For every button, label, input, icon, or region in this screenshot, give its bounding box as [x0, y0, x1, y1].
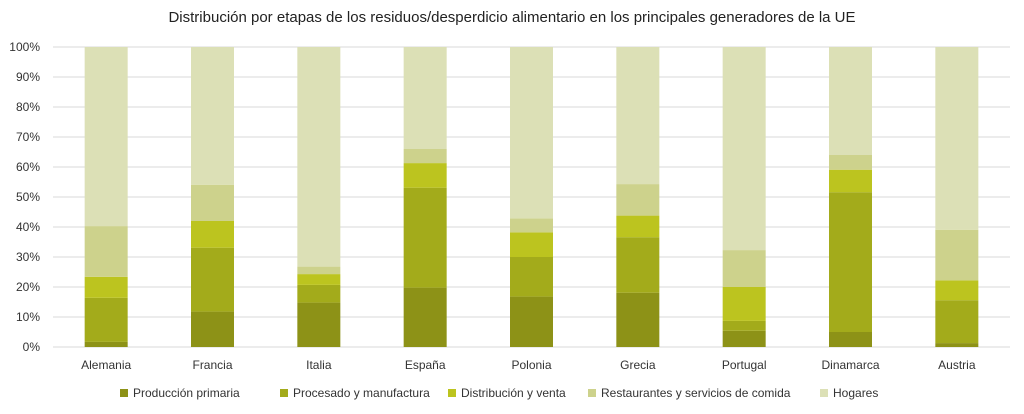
- x-category-label: Italia: [306, 358, 332, 372]
- bar-segment: [403, 287, 447, 347]
- bar-segment: [935, 343, 979, 347]
- bar-segment: [191, 311, 234, 347]
- bar-segment: [510, 218, 553, 233]
- legend-swatch: [120, 389, 128, 397]
- bar-segment: [935, 300, 979, 344]
- bar-stack: [297, 47, 341, 347]
- y-tick-label: 40%: [16, 220, 40, 234]
- bar-stack: [84, 47, 128, 347]
- legend-item: Procesado y manufactura: [280, 386, 430, 400]
- bar-segment: [829, 332, 872, 347]
- bar-segment: [616, 215, 660, 238]
- y-tick-label: 50%: [16, 190, 40, 204]
- bar-segment: [829, 47, 872, 155]
- bar-segment: [829, 192, 872, 332]
- legend-item: Hogares: [820, 386, 878, 400]
- bar-stack: [191, 47, 234, 347]
- bars: [84, 47, 979, 347]
- bar-segment: [297, 266, 341, 275]
- x-category-label: Alemania: [81, 358, 131, 372]
- bar-segment: [616, 292, 660, 347]
- bar-segment: [510, 257, 553, 297]
- bar-segment: [616, 237, 660, 293]
- x-axis-categories: Alemania Francia Italia España Polonia Grecia…: [81, 358, 976, 372]
- x-category-label: Grecia: [620, 358, 656, 372]
- bar-segment: [297, 302, 341, 347]
- bar-segment: [510, 296, 553, 347]
- bar-segment: [297, 284, 341, 303]
- x-category-label: Portugal: [722, 358, 767, 372]
- bar-stack: [935, 47, 979, 347]
- bar-segment: [722, 287, 766, 321]
- legend-label: Producción primaria: [133, 386, 240, 400]
- bar-segment: [616, 184, 660, 216]
- bar-segment: [403, 163, 447, 188]
- bar-segment: [829, 155, 872, 170]
- legend-label: Procesado y manufactura: [293, 386, 430, 400]
- y-tick-label: 0%: [23, 340, 41, 354]
- bar-segment: [722, 330, 766, 347]
- bar-segment: [84, 297, 128, 342]
- bar-stack: [510, 47, 553, 347]
- legend-item: Distribución y venta: [448, 386, 566, 400]
- bar-stack: [616, 47, 660, 347]
- x-category-label: Austria: [938, 358, 976, 372]
- bar-segment: [403, 149, 447, 164]
- legend-swatch: [820, 389, 828, 397]
- bar-stack: [829, 47, 872, 347]
- bar-segment: [403, 187, 447, 288]
- x-category-label: España: [405, 358, 446, 372]
- bar-segment: [510, 232, 553, 257]
- x-category-label: Dinamarca: [821, 358, 879, 372]
- y-tick-label: 60%: [16, 160, 40, 174]
- bar-segment: [935, 47, 979, 230]
- legend-swatch: [588, 389, 596, 397]
- legend-swatch: [448, 389, 456, 397]
- bar-segment: [722, 47, 766, 251]
- legend-label: Hogares: [833, 386, 878, 400]
- legend-label: Distribución y venta: [461, 386, 566, 400]
- bar-segment: [191, 247, 234, 312]
- bar-segment: [297, 47, 341, 267]
- y-tick-label: 80%: [16, 100, 40, 114]
- legend-item: Producción primaria: [120, 386, 240, 400]
- bar-segment: [722, 250, 766, 287]
- bar-segment: [616, 47, 660, 185]
- x-category-label: Polonia: [511, 358, 551, 372]
- bar-segment: [297, 274, 341, 285]
- y-tick-label: 30%: [16, 250, 40, 264]
- y-tick-label: 20%: [16, 280, 40, 294]
- y-tick-label: 90%: [16, 70, 40, 84]
- bar-segment: [722, 320, 766, 331]
- bar-segment: [510, 47, 553, 219]
- bar-segment: [935, 229, 979, 281]
- bar-segment: [84, 226, 128, 277]
- bar-segment: [191, 221, 234, 248]
- y-tick-label: 100%: [9, 40, 40, 54]
- y-tick-label: 70%: [16, 130, 40, 144]
- legend: Producción primaria Procesado y manufactu…: [120, 386, 878, 400]
- bar-segment: [84, 276, 128, 298]
- bar-segment: [84, 341, 128, 347]
- bar-stack: [403, 47, 447, 347]
- y-axis-ticks: 0% 10% 20% 30% 40% 50% 60% 70% 80% 90% 100%: [9, 40, 40, 354]
- x-category-label: Francia: [192, 358, 232, 372]
- bar-segment: [191, 184, 234, 221]
- bar-segment: [84, 47, 128, 227]
- bar-segment: [935, 280, 979, 301]
- y-tick-label: 10%: [16, 310, 40, 324]
- legend-item: Restaurantes y servicios de comida: [588, 386, 791, 400]
- bar-segment: [191, 47, 234, 185]
- chart-title: Distribución por etapas de los residuos/…: [168, 9, 855, 26]
- bar-stack: [722, 47, 766, 347]
- bar-segment: [403, 47, 447, 149]
- legend-label: Restaurantes y servicios de comida: [601, 386, 791, 400]
- legend-swatch: [280, 389, 288, 397]
- bar-segment: [829, 169, 872, 193]
